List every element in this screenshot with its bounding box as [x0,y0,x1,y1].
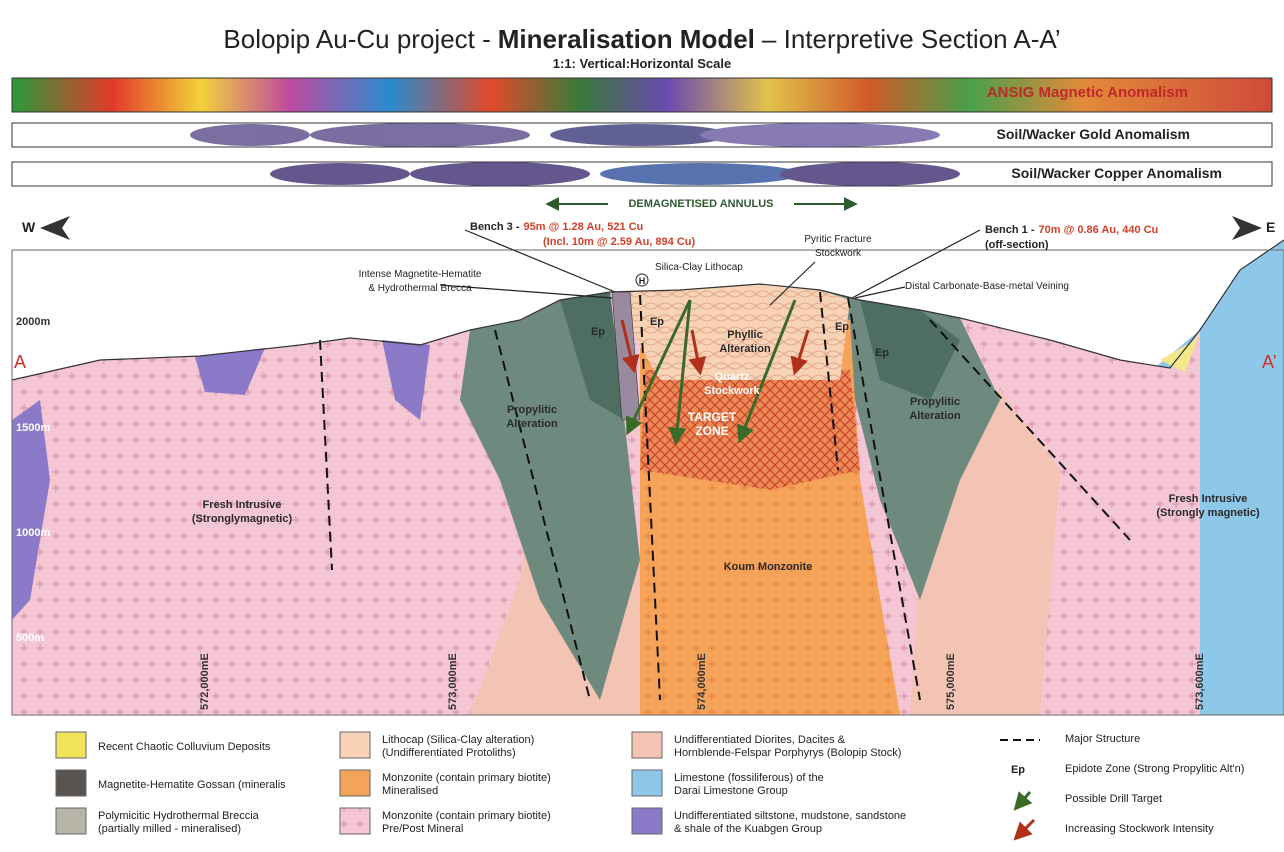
band-label: Soil/Wacker Gold Anomalism [997,126,1190,142]
legend-label: Darai Limestone Group [674,785,788,797]
quartz-label: Stockwork [704,385,761,397]
legend-symbol-text: Ep [1011,764,1025,776]
propylitic-label: Alteration [506,418,558,430]
easting-label: 573,600mE [1194,653,1206,710]
section-figure: Bolopip Au-Cu project - Mineralisation Mo… [0,0,1284,852]
easting-label: 572,000mE [199,653,211,710]
legend-symbol [1016,820,1034,838]
ep-label: Ep [591,326,605,338]
legend-swatch [56,770,86,796]
phyllic-label: Phyllic [727,329,762,341]
legend-swatch [632,770,662,796]
west-arrow [40,216,70,240]
fresh-label: Fresh Intrusive [203,499,282,511]
annulus-label: DEMAGNETISED ANNULUS [628,198,773,210]
legend-swatch [56,732,86,758]
bench1: Bench 1 - 70m @ 0.86 Au, 440 Cu [985,224,1158,236]
legend-swatch [632,808,662,834]
section-body [12,240,1284,715]
target-label: ZONE [695,424,728,438]
ep-label: Ep [650,316,664,328]
legend-label: Possible Drill Target [1065,793,1162,805]
legend-label: Epidote Zone (Strong Propylitic Alt'n) [1065,763,1244,775]
fresh-label: (Stronglymagnetic) [192,513,293,525]
legend-label: Monzonite (contain primary biotite) [382,772,551,784]
title-bold: Mineralisation Model [498,24,755,54]
section-end: A’ [1262,352,1277,372]
bench3-label: Bench 3 - [470,221,520,233]
legend-label: Increasing Stockwork Intensity [1065,823,1214,835]
pyritic-label: Pyritic Fracture [804,234,872,245]
lithocap-label: Silica-Clay Lithocap [655,262,743,273]
legend-label: Monzonite (contain primary biotite) [382,810,551,822]
legend-label: Lithocap (Silica-Clay alteration) [382,734,534,746]
breccia-label: & Hydrothermal Brecca [368,283,472,294]
elevation-label: 500m [16,632,44,644]
legend-swatch [340,770,370,796]
section-start: A [14,352,26,372]
legend-label: & shale of the Kuabgen Group [674,823,822,835]
bench1-result: 70m @ 0.86 Au, 440 Cu [1039,224,1159,236]
title-prefix: Bolopip Au-Cu project - [223,24,490,54]
band-label: ANSIG Magnetic Anomalism [987,84,1188,101]
pyritic-label: Stockwork [815,248,862,259]
legend-label: Hornblende-Felspar Porphyrys (Bolopip St… [674,747,901,759]
legend-label: Undifferentiated Diorites, Dacites & [674,734,846,746]
quartz-label: Quartz [715,371,750,383]
easting-label: 575,000mE [945,653,957,710]
bench3-result: 95m @ 1.28 Au, 521 Cu [524,221,644,233]
legend: Recent Chaotic Colluvium Deposits Magnet… [56,732,1244,838]
propylitic-label: Propylitic [507,404,557,416]
hydro-label: H [639,276,646,286]
east-arrow [1232,216,1262,240]
legend-swatch [56,808,86,834]
title: Bolopip Au-Cu project - Mineralisation Mo… [223,24,1060,54]
legend-swatch [632,732,662,758]
legend-swatch [340,808,370,834]
page: Bolopip Au-Cu project - Mineralisation Mo… [0,0,1284,852]
bench1-note: (off-section) [985,239,1049,251]
elevation-label: 1500m [16,422,50,434]
koum-label: Koum Monzonite [724,561,813,573]
ep-label: Ep [875,347,889,359]
bench3-incl: (Incl. 10m @ 2.59 Au, 894 Cu) [543,236,695,248]
propylitic-label: Alteration [909,410,961,422]
distal-label: Distal Carbonate-Base-metal Veining [905,281,1069,292]
legend-swatch [340,732,370,758]
legend-label: Magnetite-Hematite Gossan (mineralis [98,779,286,791]
legend-label: Polymicitic Hydrothermal Breccia [98,810,260,822]
easting-label: 573,000mE [447,653,459,710]
legend-label: (partially milled - mineralised) [98,823,241,835]
legend-label: Limestone (fossiliferous) of the [674,772,824,784]
ep-label: Ep [835,321,849,333]
west-label: W [22,219,36,235]
target-label: TARGET [688,410,737,424]
bench1-label: Bench 1 - [985,224,1035,236]
legend-symbol [1016,792,1030,808]
fresh-label: Fresh Intrusive [1169,493,1248,505]
easting-label: 574,000mE [696,653,708,710]
propylitic-label: Propylitic [910,396,960,408]
breccia-label: Intense Magnetite-Hematite [359,269,482,280]
phyllic-label: Alteration [719,343,771,355]
fresh-label: (Strongly magnetic) [1156,507,1260,519]
elevation-label: 1000m [16,527,50,539]
band-label: Soil/Wacker Copper Anomalism [1011,165,1222,181]
title-suffix: – Interpretive Section A-A’ [762,24,1061,54]
bench3: Bench 3 - 95m @ 1.28 Au, 521 Cu [470,221,643,233]
legend-label: Major Structure [1065,733,1140,745]
legend-label: Undifferentiated siltstone, mudstone, sa… [674,810,906,822]
east-label: E [1266,219,1275,235]
legend-label: Pre/Post Mineral [382,823,463,835]
legend-label: (Undifferentiated Protoliths) [382,747,516,759]
legend-label: Mineralised [382,785,438,797]
elevation-label: 2000m [16,316,50,328]
legend-label: Recent Chaotic Colluvium Deposits [98,741,271,753]
subtitle: 1:1: Vertical:Horizontal Scale [553,56,731,71]
